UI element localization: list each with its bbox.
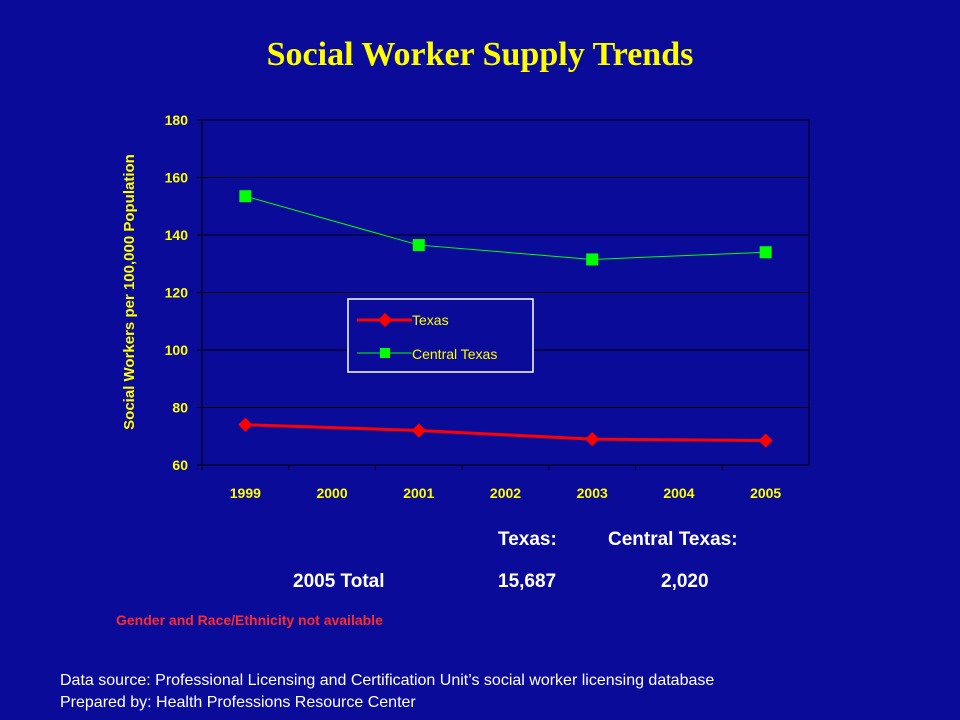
x-tick-label-2002: 2002 xyxy=(490,485,521,501)
availability-note: Gender and Race/Ethnicity not available xyxy=(116,612,383,628)
summary-central-texas-total: 2,020 xyxy=(661,571,709,592)
x-tick-label-1999: 1999 xyxy=(230,485,261,501)
y-axis-ticks: 60 80 100 120 140 160 180 xyxy=(165,112,202,473)
legend: Texas Central Texas xyxy=(347,298,534,373)
legend-label-central-texas: Central Texas xyxy=(412,346,497,362)
legend-label-texas: Texas xyxy=(412,312,449,328)
y-tick-label-100: 100 xyxy=(165,342,189,358)
data-source: Data source: Professional Licensing and … xyxy=(60,672,715,689)
data-point-texas-2005 xyxy=(758,433,773,448)
summary-header-texas: Texas: xyxy=(498,529,557,550)
legend-box xyxy=(347,298,534,373)
line-chart: 60 80 100 120 140 160 180 1999 2000 2001 2002 2003… xyxy=(121,112,810,501)
series-line-texas xyxy=(245,423,766,443)
y-tick-label-60: 60 xyxy=(172,457,188,473)
data-point-central-texas-2005 xyxy=(759,246,772,259)
x-tick-label-2005: 2005 xyxy=(750,485,781,501)
x-axis-ticks: 1999 2000 2001 2002 2003 2004 2005 xyxy=(201,465,781,501)
x-tick-label-2001: 2001 xyxy=(403,485,434,501)
y-tick-label-180: 180 xyxy=(165,112,189,128)
x-tick-label-2000: 2000 xyxy=(316,485,347,501)
data-point-texas-2003 xyxy=(585,432,600,447)
y-tick-label-160: 160 xyxy=(165,170,189,186)
y-axis-label: Social Workers per 100,000 Population xyxy=(121,154,138,430)
summary-texas-total: 15,687 xyxy=(498,571,557,592)
data-point-central-texas-1999 xyxy=(239,190,252,203)
legend-marker-texas xyxy=(377,312,393,328)
prepared-by: Prepared by: Health Professions Resource… xyxy=(60,694,416,711)
y-tick-label-140: 140 xyxy=(165,227,189,243)
series-group xyxy=(238,190,773,448)
summary-header-central-texas: Central Texas: xyxy=(608,529,738,550)
x-tick-label-2003: 2003 xyxy=(577,485,608,501)
data-point-central-texas-2003 xyxy=(586,253,599,266)
data-point-texas-2001 xyxy=(411,423,426,438)
y-tick-label-120: 120 xyxy=(165,285,189,301)
legend-marker-central-texas xyxy=(380,348,390,358)
summary-row-label: 2005 Total xyxy=(293,571,385,592)
data-point-central-texas-2001 xyxy=(412,239,425,252)
data-point-texas-1999 xyxy=(238,417,253,432)
page-title: Social Worker Supply Trends xyxy=(266,36,694,73)
series-line-central-texas xyxy=(245,195,766,260)
x-tick-label-2004: 2004 xyxy=(663,485,694,501)
y-tick-label-80: 80 xyxy=(172,400,188,416)
